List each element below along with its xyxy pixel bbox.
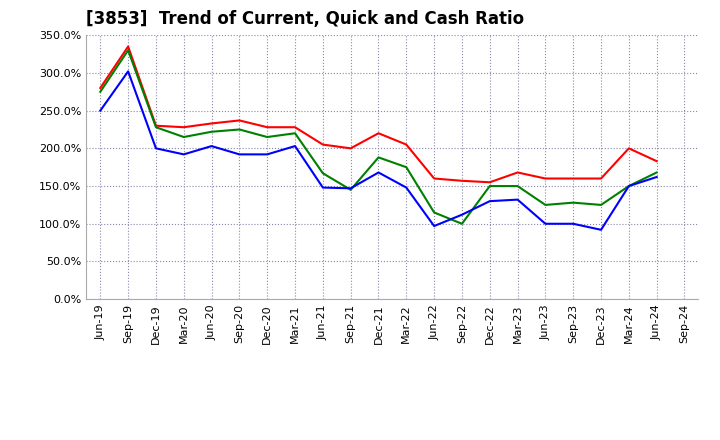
Cash Ratio xyxy=(624,183,633,189)
Current Ratio xyxy=(235,118,243,123)
Current Ratio xyxy=(124,44,132,49)
Line: Quick Ratio: Quick Ratio xyxy=(100,50,657,224)
Current Ratio xyxy=(430,176,438,181)
Quick Ratio xyxy=(485,183,494,189)
Quick Ratio xyxy=(458,221,467,227)
Cash Ratio xyxy=(346,186,355,191)
Quick Ratio xyxy=(152,125,161,130)
Current Ratio xyxy=(513,170,522,175)
Cash Ratio xyxy=(569,221,577,227)
Cash Ratio xyxy=(485,198,494,204)
Current Ratio xyxy=(569,176,577,181)
Quick Ratio xyxy=(430,210,438,215)
Current Ratio xyxy=(318,142,327,147)
Cash Ratio xyxy=(402,185,410,190)
Line: Cash Ratio: Cash Ratio xyxy=(100,71,657,230)
Cash Ratio xyxy=(652,174,661,180)
Quick Ratio xyxy=(124,48,132,53)
Current Ratio xyxy=(346,146,355,151)
Cash Ratio xyxy=(513,197,522,202)
Cash Ratio xyxy=(541,221,550,227)
Cash Ratio xyxy=(430,224,438,229)
Current Ratio xyxy=(374,131,383,136)
Current Ratio xyxy=(458,178,467,183)
Cash Ratio xyxy=(318,185,327,190)
Quick Ratio xyxy=(402,165,410,170)
Quick Ratio xyxy=(569,200,577,205)
Quick Ratio xyxy=(318,171,327,176)
Cash Ratio xyxy=(152,146,161,151)
Text: [3853]  Trend of Current, Quick and Cash Ratio: [3853] Trend of Current, Quick and Cash … xyxy=(86,10,525,28)
Cash Ratio xyxy=(374,170,383,175)
Cash Ratio xyxy=(124,69,132,74)
Current Ratio xyxy=(597,176,606,181)
Current Ratio xyxy=(152,123,161,128)
Current Ratio xyxy=(291,125,300,130)
Line: Current Ratio: Current Ratio xyxy=(100,47,657,182)
Quick Ratio xyxy=(346,187,355,192)
Quick Ratio xyxy=(513,183,522,189)
Cash Ratio xyxy=(458,212,467,217)
Quick Ratio xyxy=(541,202,550,208)
Quick Ratio xyxy=(624,183,633,189)
Cash Ratio xyxy=(597,227,606,232)
Cash Ratio xyxy=(291,143,300,149)
Current Ratio xyxy=(624,146,633,151)
Current Ratio xyxy=(402,142,410,147)
Cash Ratio xyxy=(263,152,271,157)
Quick Ratio xyxy=(291,131,300,136)
Current Ratio xyxy=(541,176,550,181)
Current Ratio xyxy=(179,125,188,130)
Current Ratio xyxy=(485,180,494,185)
Quick Ratio xyxy=(207,129,216,134)
Quick Ratio xyxy=(96,89,104,95)
Quick Ratio xyxy=(263,134,271,139)
Current Ratio xyxy=(652,158,661,164)
Cash Ratio xyxy=(207,143,216,149)
Quick Ratio xyxy=(235,127,243,132)
Quick Ratio xyxy=(652,170,661,175)
Current Ratio xyxy=(263,125,271,130)
Quick Ratio xyxy=(374,155,383,160)
Cash Ratio xyxy=(235,152,243,157)
Current Ratio xyxy=(96,85,104,91)
Quick Ratio xyxy=(179,134,188,139)
Cash Ratio xyxy=(179,152,188,157)
Current Ratio xyxy=(207,121,216,126)
Quick Ratio xyxy=(597,202,606,208)
Cash Ratio xyxy=(96,108,104,113)
